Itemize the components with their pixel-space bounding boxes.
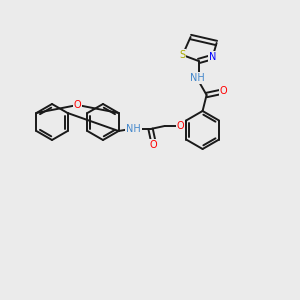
Text: O: O xyxy=(74,100,81,110)
Text: O: O xyxy=(220,86,227,96)
Text: S: S xyxy=(179,50,186,60)
Text: NH: NH xyxy=(190,73,205,83)
Text: N: N xyxy=(209,52,216,62)
Text: O: O xyxy=(177,121,184,131)
Text: NH: NH xyxy=(126,124,141,134)
Text: O: O xyxy=(150,140,158,150)
